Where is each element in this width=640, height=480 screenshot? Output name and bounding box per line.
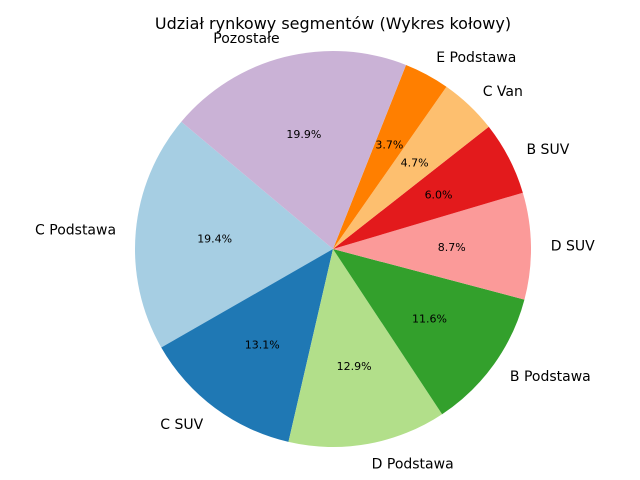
pie-slice-c-podstawa [134, 121, 333, 348]
pie-slice-b-suv [333, 126, 523, 249]
slice-label: C Van [483, 84, 523, 100]
chart-title: Udział rynkowy segmentów (Wykres kołowy) [155, 14, 511, 33]
pie-slice-c-van [333, 86, 489, 249]
pie-slice-d-podstawa [288, 249, 443, 447]
slice-percent-label: 8.7% [438, 241, 466, 254]
pie-slice-e-podstawa [333, 64, 447, 249]
slice-percent-label: 13.1% [245, 338, 280, 351]
slice-label: C SUV [160, 417, 203, 433]
slice-label: E Podstawa [436, 50, 516, 66]
slice-percent-label: 6.0% [425, 188, 453, 201]
pie-slice-c-suv [161, 249, 333, 442]
pie-slice-b-podstawa [333, 249, 525, 415]
slice-percent-label: 19.9% [286, 128, 321, 141]
slice-label: B SUV [527, 142, 570, 158]
slice-percent-label: 4.7% [401, 157, 429, 170]
slice-label: C Podstawa [35, 223, 116, 239]
pie-slice-d-suv [333, 192, 531, 300]
pie-slice-pozostałe [181, 50, 407, 249]
slice-percent-label: 11.6% [412, 312, 447, 325]
slice-label: Pozostałe [213, 31, 279, 47]
slice-percent-label: 12.9% [337, 360, 372, 373]
slice-label: B Podstawa [510, 369, 591, 385]
slice-percent-label: 19.4% [197, 232, 232, 245]
slice-label: D Podstawa [372, 456, 454, 472]
slice-percent-label: 3.7% [375, 138, 403, 151]
slice-label: D SUV [551, 239, 595, 255]
